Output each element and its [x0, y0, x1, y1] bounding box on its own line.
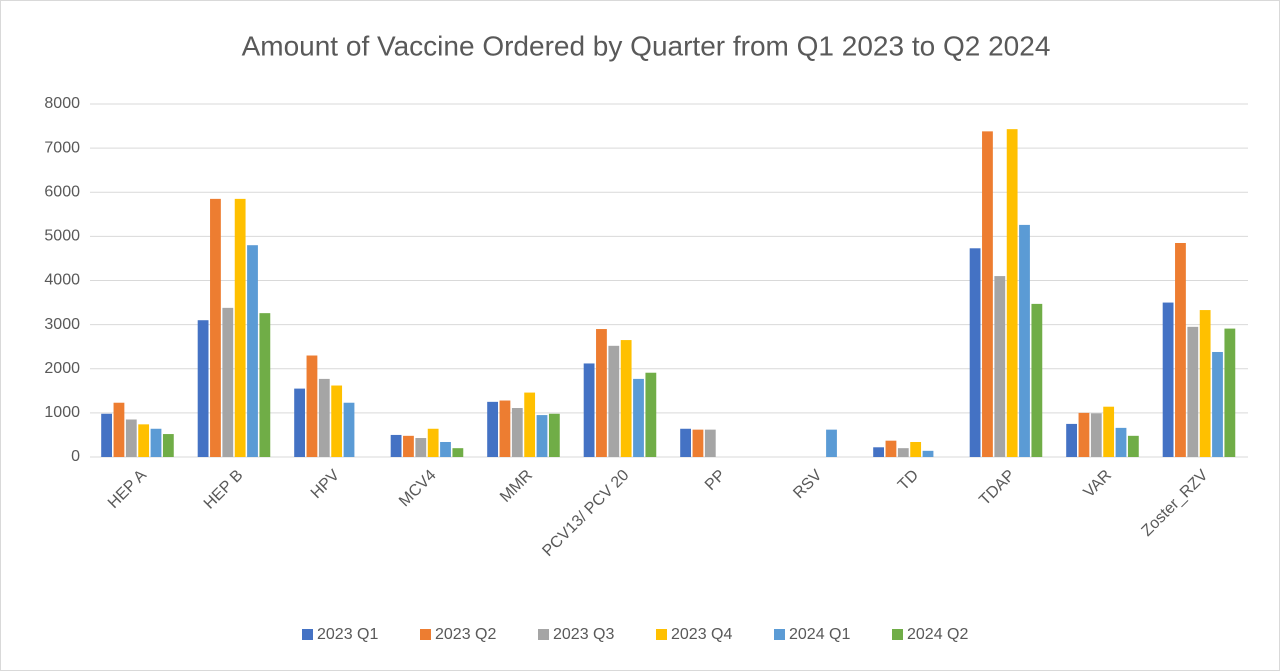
bar — [113, 402, 125, 457]
bar — [620, 340, 632, 457]
bar — [536, 415, 548, 457]
bar — [150, 428, 162, 457]
y-tick-label: 8000 — [44, 95, 80, 112]
bar — [487, 401, 499, 457]
bar — [1031, 303, 1043, 457]
y-tick-label: 2000 — [44, 360, 80, 377]
bar — [247, 245, 258, 457]
bar — [125, 419, 137, 457]
bar — [234, 198, 246, 457]
bar — [511, 408, 523, 457]
bar — [1006, 129, 1018, 457]
bar — [548, 413, 560, 457]
bar — [1224, 328, 1236, 457]
legend-swatch — [774, 629, 785, 640]
bar — [197, 320, 209, 457]
bar — [583, 363, 595, 457]
bar — [1090, 413, 1102, 457]
bar — [982, 131, 993, 458]
legend-label: 2023 Q2 — [435, 626, 496, 643]
bar — [1019, 224, 1030, 457]
bar — [440, 441, 451, 457]
bar — [138, 424, 150, 457]
bar — [608, 345, 620, 457]
bar — [826, 429, 837, 457]
bar — [427, 428, 439, 457]
bar — [645, 372, 657, 457]
bar — [1066, 423, 1078, 457]
bar — [222, 307, 234, 457]
bar — [1162, 302, 1174, 457]
legend-label: 2024 Q2 — [907, 626, 968, 643]
chart-title: Amount of Vaccine Ordered by Quarter fro… — [242, 30, 1051, 61]
bar — [704, 429, 716, 457]
bar — [294, 388, 306, 457]
legend-swatch — [892, 629, 903, 640]
bar — [403, 435, 414, 457]
bar — [390, 434, 402, 457]
legend-swatch — [302, 629, 313, 640]
bar — [969, 248, 981, 457]
bar — [452, 448, 464, 457]
y-tick-label: 7000 — [44, 139, 80, 156]
bar — [1187, 326, 1199, 457]
bar — [910, 441, 922, 457]
bar — [343, 402, 355, 457]
bar — [1212, 351, 1223, 457]
legend-swatch — [538, 629, 549, 640]
bar — [1175, 242, 1186, 457]
y-tick-label: 0 — [71, 448, 80, 465]
bar — [318, 378, 330, 457]
bar — [1199, 310, 1211, 457]
bar — [1103, 406, 1115, 457]
bar — [210, 198, 221, 457]
bar — [692, 429, 704, 457]
bar — [897, 448, 909, 457]
legend-swatch — [656, 629, 667, 640]
y-tick-label: 3000 — [44, 316, 80, 333]
y-tick-label: 4000 — [44, 272, 80, 289]
legend-label: 2023 Q3 — [553, 626, 614, 643]
bar — [524, 392, 536, 457]
bar — [259, 313, 271, 457]
bar — [922, 450, 934, 457]
bar — [680, 428, 692, 457]
bar — [1078, 412, 1090, 457]
legend-label: 2023 Q1 — [317, 626, 378, 643]
bar — [596, 329, 607, 457]
bar — [162, 434, 174, 457]
bar — [331, 385, 343, 457]
legend-swatch — [420, 629, 431, 640]
bar — [1115, 427, 1127, 457]
bar — [306, 355, 318, 457]
legend-label: 2023 Q4 — [671, 626, 732, 643]
y-tick-label: 1000 — [44, 404, 80, 421]
bar — [885, 440, 897, 457]
bar — [101, 413, 113, 457]
bar — [415, 438, 427, 457]
y-tick-label: 5000 — [44, 228, 80, 245]
bar — [1127, 435, 1139, 457]
bar — [873, 447, 885, 457]
legend-label: 2024 Q1 — [789, 626, 850, 643]
bar — [633, 378, 644, 457]
bar — [499, 400, 511, 457]
y-tick-label: 6000 — [44, 183, 80, 200]
bar — [994, 276, 1006, 457]
